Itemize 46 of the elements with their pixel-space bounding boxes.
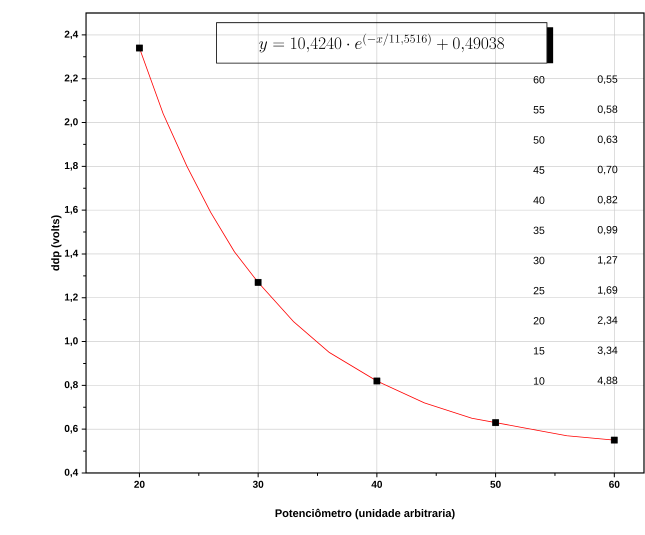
- annotation: 30: [534, 256, 544, 264]
- annotation: 0,58: [598, 105, 618, 114]
- annotation: 1,69: [598, 286, 618, 295]
- x-axis-title: Potenciômetro (unidade arbitraria): [276, 508, 455, 520]
- y-tick-label: 1,2: [64, 293, 78, 302]
- annotation: 0,99: [598, 226, 618, 235]
- annotation: $y = 10{,}4240 \cdot e^{\left(-x/11{,}5516\right)} + 0{,}49038$: [259, 34, 504, 52]
- annotation: 0,70: [598, 166, 618, 174]
- annotation: 35: [534, 226, 544, 234]
- annotation: 10: [534, 377, 544, 385]
- annotation: 60: [534, 76, 544, 84]
- y-tick-label: 0,8: [64, 381, 78, 390]
- x-tick-label: 50: [490, 480, 501, 488]
- point: [136, 44, 143, 52]
- y-tick-label: 2,4: [64, 30, 78, 40]
- annotation: 2,34: [598, 316, 618, 326]
- annotation: 0,55: [598, 75, 618, 84]
- annotation: 0,63: [598, 136, 618, 144]
- point: [492, 419, 499, 426]
- annotation: 40: [533, 196, 544, 204]
- y-tick-label: 0,4: [64, 468, 78, 478]
- annotation: 55: [534, 106, 544, 114]
- y-tick-label: 1,6: [64, 206, 78, 214]
- x-tick-label: 30: [252, 480, 264, 488]
- point: [254, 279, 262, 286]
- y-axis-title: ddp (volts): [51, 215, 62, 271]
- annotation: 15: [534, 347, 544, 355]
- annotation: 45: [533, 166, 544, 174]
- annotation: 1,27: [598, 256, 618, 265]
- annotation: 20: [534, 317, 544, 324]
- annotation: 3,34: [598, 346, 618, 356]
- y-tick-label: 1,8: [64, 162, 78, 171]
- point: [610, 436, 618, 444]
- y-tick-label: 2,0: [64, 118, 78, 127]
- annotation: 25: [534, 286, 544, 294]
- y-tick-label: 1,4: [64, 250, 78, 258]
- point: [373, 378, 380, 384]
- annotation: 50: [534, 136, 544, 144]
- annotation: 4,88: [598, 376, 618, 386]
- y-tick-label: 1,0: [64, 337, 78, 346]
- x-tick-label: 40: [371, 480, 382, 488]
- x-tick-label: 20: [134, 480, 145, 488]
- x-tick-label: 60: [609, 480, 620, 488]
- annotation: 0,82: [598, 196, 618, 205]
- y-tick-label: 0,6: [64, 424, 78, 434]
- y-tick-label: 2,2: [64, 74, 78, 83]
